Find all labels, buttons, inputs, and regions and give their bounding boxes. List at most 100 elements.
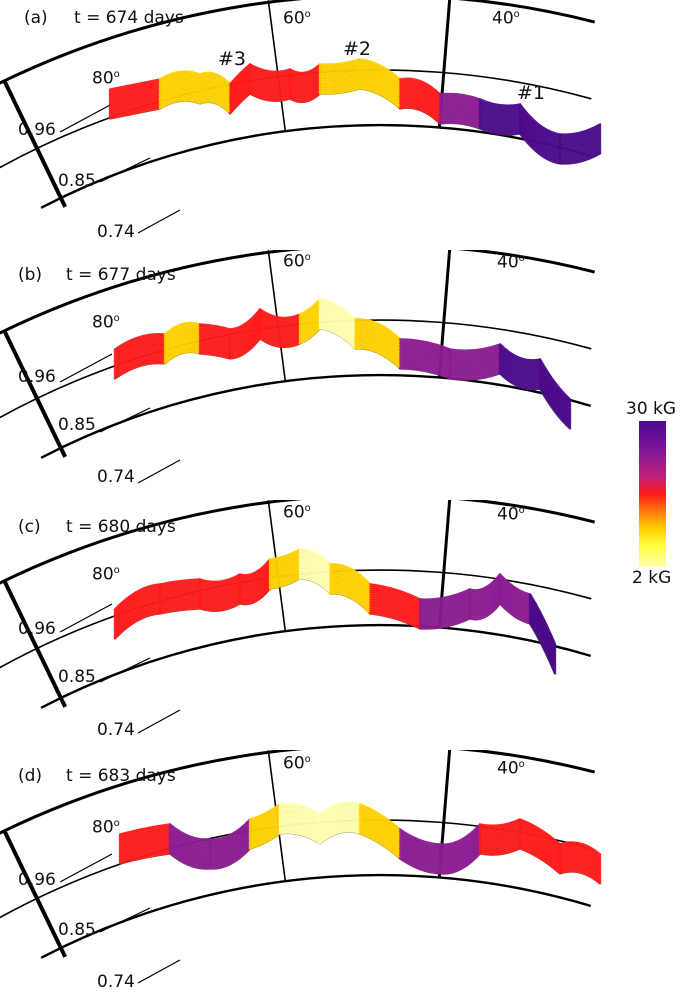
field-line <box>158 92 202 103</box>
field-line <box>438 114 482 123</box>
field-line <box>398 95 442 114</box>
field-line <box>328 585 372 608</box>
field-line <box>248 831 282 850</box>
field-line <box>258 325 302 338</box>
field-line <box>248 69 292 80</box>
field-line <box>398 84 442 103</box>
field-line <box>108 106 162 120</box>
field-line <box>353 344 402 368</box>
field-line <box>228 72 252 95</box>
field-line <box>158 70 202 81</box>
field-line <box>158 99 202 110</box>
field-line <box>158 72 202 84</box>
field-line <box>163 337 202 352</box>
field-line <box>368 598 422 617</box>
field-line <box>418 588 472 602</box>
field-line <box>478 831 522 841</box>
field-line <box>268 563 302 577</box>
field-line <box>518 109 562 143</box>
field-line <box>358 84 402 108</box>
field-line <box>498 597 532 621</box>
field-line-shade <box>299 329 321 345</box>
field-line-shade <box>529 624 556 675</box>
field-line <box>518 131 562 165</box>
field-line <box>228 323 262 347</box>
field-line <box>328 583 372 606</box>
field-line <box>228 78 252 102</box>
field-line-shade <box>319 89 361 95</box>
field-line <box>478 838 522 847</box>
inner-boundary-arc <box>40 873 592 959</box>
field-line <box>198 575 242 586</box>
field-line <box>418 616 472 630</box>
field-line <box>438 825 482 849</box>
field-line <box>238 567 272 586</box>
field-line <box>418 597 472 610</box>
field-line <box>278 827 322 841</box>
field-line <box>318 829 362 845</box>
field-line <box>168 836 212 855</box>
field-line <box>318 62 362 71</box>
field-line <box>118 827 172 841</box>
field-line <box>328 589 372 613</box>
field-line <box>518 846 562 875</box>
field-line <box>418 603 472 617</box>
field-line <box>368 583 422 601</box>
field-line <box>558 865 602 881</box>
panel-tag: (d) <box>18 766 43 786</box>
field-line <box>168 838 212 857</box>
field-line <box>558 854 602 870</box>
field-line <box>298 302 322 321</box>
field-line <box>558 127 602 141</box>
field-line <box>268 548 302 561</box>
field-line <box>518 105 562 139</box>
field-line <box>353 333 402 357</box>
field-line <box>498 582 532 605</box>
field-line <box>158 74 202 86</box>
field-line-shade <box>499 374 541 391</box>
field-line-shade <box>499 604 531 625</box>
field-line <box>318 298 357 321</box>
field-line <box>478 118 522 127</box>
field-line <box>298 315 322 334</box>
panel-c: (c) t = 680 days 60o 40o 80o 0.96 0.85 0… <box>0 500 681 750</box>
field-line <box>113 341 167 360</box>
field-line <box>418 610 472 624</box>
latitude-label-80: 80o <box>92 68 120 89</box>
field-line <box>118 840 172 854</box>
flux-tube-plot-b <box>0 250 596 484</box>
field-line <box>248 825 282 843</box>
field-line <box>158 580 202 589</box>
field-line <box>258 312 302 324</box>
field-line <box>418 605 472 619</box>
field-line-shade <box>419 619 471 630</box>
field-line <box>478 820 522 830</box>
field-line-shade <box>229 94 251 115</box>
field-line <box>498 352 542 371</box>
field-line <box>558 843 602 859</box>
field-line <box>318 324 357 348</box>
field-line <box>198 588 242 599</box>
field-line <box>288 87 322 99</box>
field-line <box>353 331 402 355</box>
field-line <box>558 856 602 872</box>
field-line <box>468 577 502 597</box>
inner-boundary-arc <box>40 623 592 709</box>
field-line <box>438 99 482 108</box>
field-line <box>238 558 272 577</box>
field-line <box>468 584 502 603</box>
field-line-shade <box>359 834 401 860</box>
field-line <box>318 86 362 95</box>
field-line <box>238 562 272 581</box>
field-line-shade <box>289 94 321 104</box>
field-line <box>558 852 602 867</box>
field-line <box>198 336 232 345</box>
field-line <box>368 585 422 604</box>
field-line <box>208 833 252 857</box>
field-line <box>498 575 532 599</box>
field-line <box>113 587 162 616</box>
field-line <box>268 561 302 575</box>
field-line <box>168 825 212 844</box>
field-line <box>498 584 532 607</box>
field-line <box>498 599 532 623</box>
